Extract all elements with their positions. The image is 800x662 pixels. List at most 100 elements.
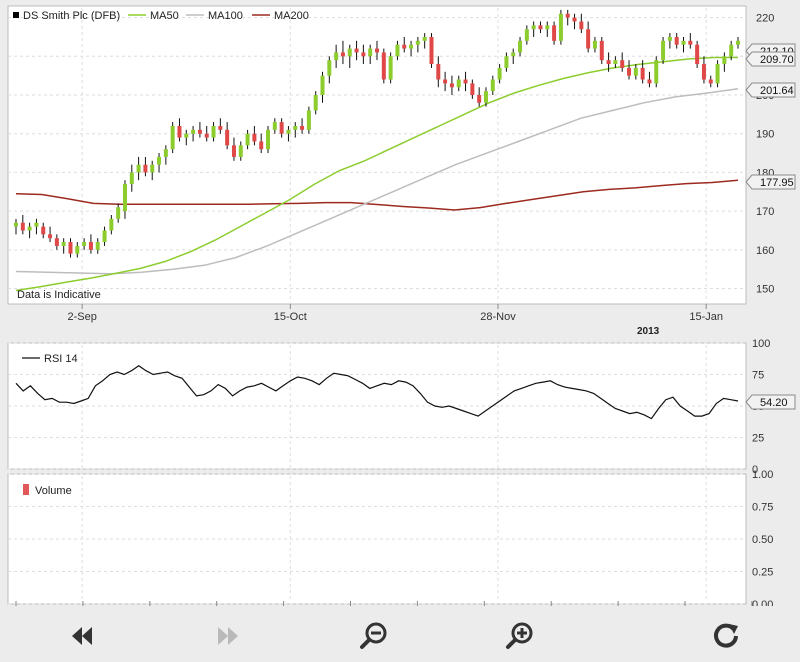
price-legend: DS Smith Plc (DFB) MA50 MA100 MA200	[13, 10, 309, 22]
zoom-in-button[interactable]	[502, 618, 538, 654]
candle-body-89	[620, 60, 625, 68]
candle-body-32	[231, 145, 236, 157]
candle-body-43	[306, 110, 311, 130]
price-y-tick-2: 170	[756, 206, 774, 218]
candle-body-9	[75, 245, 80, 254]
ma200-line	[15, 179, 739, 211]
candle-body-51	[361, 52, 366, 57]
rsi-y-tick-0: 0	[752, 464, 758, 476]
candle-body-27	[197, 129, 202, 134]
zoom-in-icon	[506, 622, 533, 649]
candle-body-26	[191, 129, 196, 134]
candle-body-20	[150, 164, 155, 173]
candle-body-103	[715, 64, 720, 84]
candle-body-48	[340, 52, 345, 57]
candle-body-92	[640, 67, 645, 80]
candle-body-62	[436, 64, 441, 80]
candle-body-58	[409, 44, 414, 49]
candle-body-105	[729, 44, 734, 57]
tag-ma200-box	[745, 174, 796, 190]
price-y-tick-7: 220	[756, 13, 774, 25]
candle-body-10	[82, 242, 87, 246]
candle-body-73	[511, 52, 516, 57]
candle-body-30	[218, 125, 223, 130]
price-y-tick-1: 160	[756, 245, 774, 257]
candle-body-75	[524, 29, 529, 41]
indicative-note: Data is Indicative	[17, 289, 101, 301]
candle-body-40	[286, 129, 291, 134]
candle-body-86	[599, 40, 604, 61]
candle-body-104	[722, 56, 727, 65]
candle-body-13	[102, 230, 107, 243]
candle-body-38	[272, 122, 277, 130]
rsi-tag-text: 54.20	[760, 397, 788, 409]
rsi-grid	[8, 342, 746, 470]
rewind-icon	[72, 627, 92, 645]
candle-body-39	[279, 122, 284, 134]
candle-body-68	[477, 95, 482, 103]
candle-body-34	[245, 133, 250, 146]
candle-body-106	[736, 40, 740, 45]
candle-body-6	[54, 238, 59, 246]
candle-body-53	[375, 48, 379, 53]
candle-body-54	[381, 52, 386, 80]
scroll-back-button[interactable]	[64, 618, 100, 654]
candle-body-23	[170, 125, 175, 150]
candle-body-22	[163, 149, 168, 157]
candle-body-17	[129, 172, 134, 185]
candle-body-37	[266, 129, 271, 150]
candle-body-69	[483, 91, 488, 103]
candlesticks	[14, 9, 740, 258]
candle-body-8	[68, 242, 73, 254]
price-y-tick-4: 190	[756, 129, 774, 141]
price-x-axis: 2-Sep 15-Oct 28-Nov 15-Jan	[67, 304, 723, 323]
candle-body-93	[647, 79, 652, 84]
rsi-y-tick-1: 25	[752, 433, 764, 445]
candle-body-61	[429, 36, 434, 65]
candle-body-77	[538, 25, 543, 30]
candle-body-41	[293, 125, 298, 130]
price-panel: 150160170180190200210220 2-Sep15-Oct28-N…	[7, 5, 796, 337]
candle-body-46	[327, 60, 332, 76]
candle-body-21	[157, 156, 162, 165]
candle-body-100	[695, 44, 700, 65]
candle-body-16	[122, 184, 127, 212]
volume-y-tick-1: 0.25	[752, 567, 773, 579]
rsi-tag-box	[745, 394, 796, 410]
price-x-tick-1: 15-Oct	[274, 311, 307, 323]
candle-body-90	[627, 67, 632, 76]
reset-button[interactable]	[708, 618, 744, 654]
zoom-out-button[interactable]	[356, 618, 392, 654]
candle-body-33	[238, 145, 243, 157]
candle-body-52	[368, 48, 373, 57]
volume-grid	[8, 473, 753, 606]
candle-body-102	[708, 79, 713, 84]
legend-label-price: DS Smith Plc (DFB)	[23, 10, 120, 22]
candle-body-35	[252, 133, 257, 142]
legend-label-ma50: MA50	[150, 10, 179, 22]
rsi-y-tick-3: 75	[752, 370, 764, 382]
candle-body-31	[225, 129, 230, 146]
candle-body-81	[565, 13, 570, 18]
candle-body-28	[204, 133, 209, 138]
zoom-out-icon	[360, 622, 387, 649]
rsi-line	[15, 364, 739, 420]
candle-body-94	[654, 60, 659, 84]
candle-body-80	[558, 13, 563, 41]
candle-body-11	[88, 242, 93, 250]
scroll-forward-button[interactable]	[210, 618, 246, 654]
candle-body-101	[701, 64, 706, 80]
candle-body-57	[402, 44, 407, 49]
candle-body-1	[20, 222, 25, 231]
rsi-panel: 0255075100 RSI 14 54.20	[7, 338, 796, 476]
tag-ma50-text: 209.70	[760, 54, 794, 66]
candle-body-83	[579, 21, 584, 30]
candle-body-71	[497, 67, 502, 80]
tag-ma100-text: 201.64	[760, 85, 794, 97]
candle-body-45	[320, 75, 325, 96]
candle-body-14	[109, 218, 114, 231]
candle-body-87	[606, 60, 611, 65]
volume-panel: 0.000.250.500.751.00 Volume	[7, 469, 773, 611]
candle-body-24	[177, 125, 182, 138]
